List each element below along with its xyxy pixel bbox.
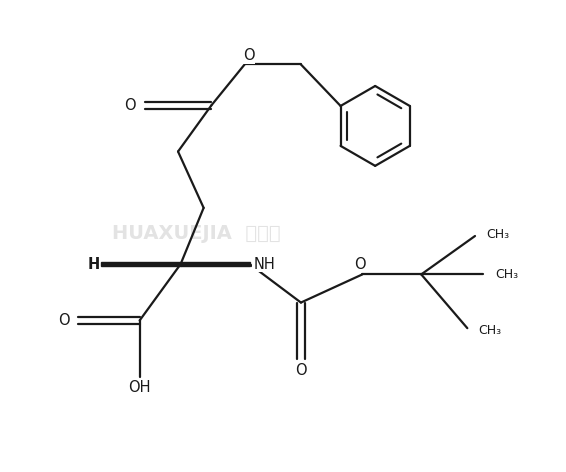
Text: H: H (87, 257, 100, 272)
Text: O: O (354, 257, 366, 272)
Text: CH₃: CH₃ (496, 268, 519, 281)
Text: HUAXUEJIA  化学加: HUAXUEJIA 化学加 (112, 224, 280, 243)
Text: O: O (125, 98, 136, 113)
Text: O: O (243, 48, 255, 63)
Text: CH₃: CH₃ (478, 324, 501, 337)
Polygon shape (181, 262, 250, 267)
Text: O: O (295, 362, 307, 378)
Polygon shape (101, 262, 181, 267)
Text: CH₃: CH₃ (487, 228, 509, 241)
Text: NH: NH (253, 257, 275, 272)
Text: OH: OH (128, 379, 151, 395)
Text: O: O (58, 313, 70, 328)
